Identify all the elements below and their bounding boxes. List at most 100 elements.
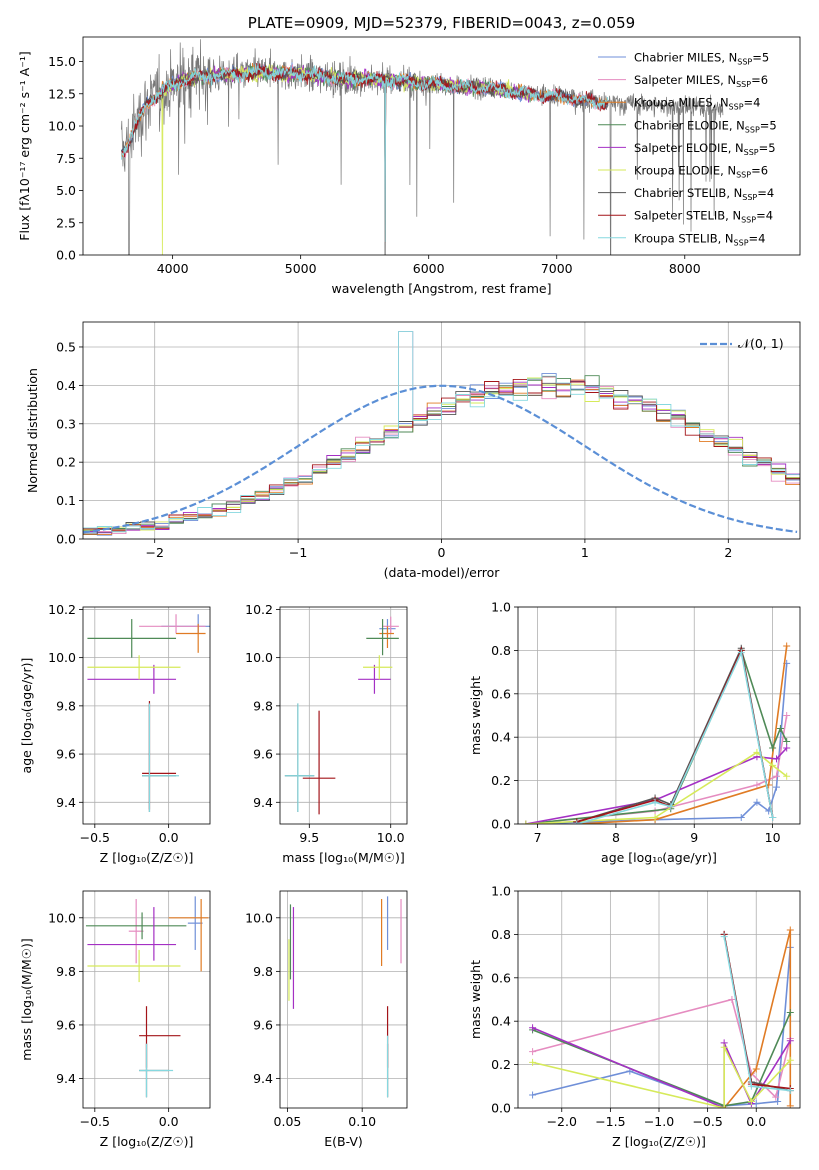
y-tick-label: 10.2 — [245, 602, 273, 617]
weight-marker — [783, 642, 791, 650]
y-tick-label: 2.5 — [56, 215, 76, 230]
legend-sub: SSP — [734, 238, 749, 247]
weight-marker — [769, 744, 777, 752]
x-tick-label: −2.0 — [547, 1114, 577, 1129]
y-tick-label: 9.4 — [56, 795, 76, 810]
axes-mass-vs-ebv: 0.05 0.10 9.4 9.6 9.8 10.0 E(B-V) — [245, 890, 408, 1149]
x-tick-label: 9 — [690, 830, 698, 845]
legend-label: 𝒩(0, 1) — [738, 336, 784, 351]
x-tick-label: 0.0 — [746, 1114, 766, 1129]
y-tick-label: 10.0 — [245, 650, 273, 665]
x-axis-label: wavelength [Angstrom, rest frame] — [331, 281, 551, 296]
legend-sub: SSP — [737, 58, 752, 67]
y-tick-label: 1.0 — [491, 884, 511, 899]
axes-frame — [279, 606, 408, 825]
errorbar-point-4 — [87, 664, 177, 694]
y-axis-label: Flux [fλ10⁻¹⁷ erg cm⁻² s⁻¹ A⁻¹] — [17, 51, 32, 240]
axes-frame — [517, 606, 801, 825]
weight-series-7 — [576, 647, 774, 823]
y-tick-label: 0.4 — [491, 730, 511, 745]
errorbar-point-8 — [284, 703, 315, 812]
x-tick-label: −1 — [289, 545, 307, 560]
weight-series-3 — [525, 648, 788, 824]
legend-label: Kroupa STELIB, NSSP=4 — [634, 231, 765, 247]
weight-marker — [728, 996, 736, 1003]
y-tick-label: 0.0 — [491, 1101, 511, 1116]
legend-sub: SSP — [744, 148, 759, 157]
legend-value: =4 — [756, 209, 773, 223]
weight-marker — [529, 1048, 537, 1056]
plot-area — [83, 331, 800, 536]
y-tick-label: 9.4 — [253, 795, 273, 810]
legend-sub: SSP — [742, 193, 757, 202]
legend-value: =6 — [751, 73, 768, 87]
axes-frame — [82, 890, 211, 1109]
y-tick-label: 9.8 — [253, 698, 273, 713]
x-tick-label: −1.0 — [644, 1114, 674, 1129]
axes-frame — [82, 321, 801, 540]
legend-value: =6 — [751, 164, 768, 178]
axes-spectrum: 4000 5000 6000 7000 8000 0.0 2.5 5.0 7.5 10.0 12.5… — [17, 36, 801, 296]
weight-marker — [667, 803, 675, 811]
y-axis-label: mass weight — [468, 676, 483, 755]
legend-sub: SSP — [736, 80, 751, 89]
weight-marker — [786, 1056, 794, 1064]
legend-label: Kroupa MILES, NSSP=4 — [634, 96, 760, 112]
errorbar-point-3 — [87, 619, 177, 658]
axes-frame — [279, 890, 408, 1109]
y-tick-label: 0.0 — [56, 248, 76, 263]
x-tick-label: 10.0 — [377, 830, 405, 845]
legend-value: =5 — [760, 118, 777, 132]
y-tick-label: 1.0 — [491, 600, 511, 615]
axes-frame — [82, 606, 211, 825]
weight-series-1 — [525, 715, 788, 824]
weight-series-8 — [576, 649, 774, 824]
y-tick-label: 0.8 — [491, 643, 511, 658]
y-tick-label: 5.0 — [56, 183, 76, 198]
weight-marker — [783, 772, 791, 780]
y-tick-label: 9.6 — [56, 1017, 76, 1032]
y-tick-label: 0.2 — [56, 455, 76, 470]
x-tick-label: −0.5 — [80, 830, 110, 845]
axes-weight-vs-Z: −2.0 −1.5 −1.0 −0.5 0.0 0.0 0.2 0.4 0.6 0.8 1.0 Z [… — [468, 884, 801, 1149]
legend-label: Salpeter ELODIE, NSSP=5 — [634, 141, 776, 157]
weight-marker — [651, 813, 659, 821]
weight-marker — [773, 772, 780, 780]
x-tick-label: 7 — [534, 830, 542, 845]
y-tick-label: 0.2 — [491, 1057, 511, 1072]
model-spectrum-8 — [120, 64, 609, 243]
weight-marker — [573, 820, 581, 824]
plot-area — [288, 896, 402, 1098]
errorbar-point-1 — [139, 614, 206, 634]
weight-marker — [737, 649, 745, 657]
y-tick-label: 10.2 — [48, 602, 76, 617]
weight-marker — [737, 813, 745, 821]
legend-label: Chabrier STELIB, NSSP=4 — [634, 186, 774, 202]
weight-marker — [772, 1093, 780, 1101]
y-tick-label: 9.6 — [56, 747, 76, 762]
plot-area — [522, 642, 791, 824]
errorbar-point-6 — [142, 703, 177, 812]
weight-marker — [786, 926, 794, 934]
weight-marker — [783, 712, 791, 719]
x-tick-label: 0.10 — [348, 1114, 376, 1129]
weight-series-3 — [532, 1012, 792, 1107]
errorbar-point-8 — [139, 1043, 174, 1098]
weight-marker — [720, 933, 728, 941]
y-tick-label: 10.0 — [48, 910, 76, 925]
weight-marker — [747, 1082, 755, 1090]
chart-title: PLATE=0909, MJD=52379, FIBERID=0043, z=0… — [248, 14, 635, 32]
plot-area — [120, 39, 724, 255]
y-tick-label: 0.1 — [56, 493, 76, 508]
x-tick-label: 0.0 — [159, 1114, 179, 1129]
x-tick-label: 4000 — [157, 261, 189, 276]
y-tick-label: 0.0 — [491, 817, 511, 832]
errorbar-point-7 — [142, 701, 177, 810]
legend-label: Chabrier ELODIE, NSSP=5 — [634, 118, 777, 134]
legend-sub: SSP — [741, 216, 756, 225]
errorbar-point-2 — [379, 626, 394, 648]
y-tick-label: 9.8 — [56, 964, 76, 979]
legend-value: =5 — [759, 141, 776, 155]
weight-marker — [786, 1009, 794, 1017]
